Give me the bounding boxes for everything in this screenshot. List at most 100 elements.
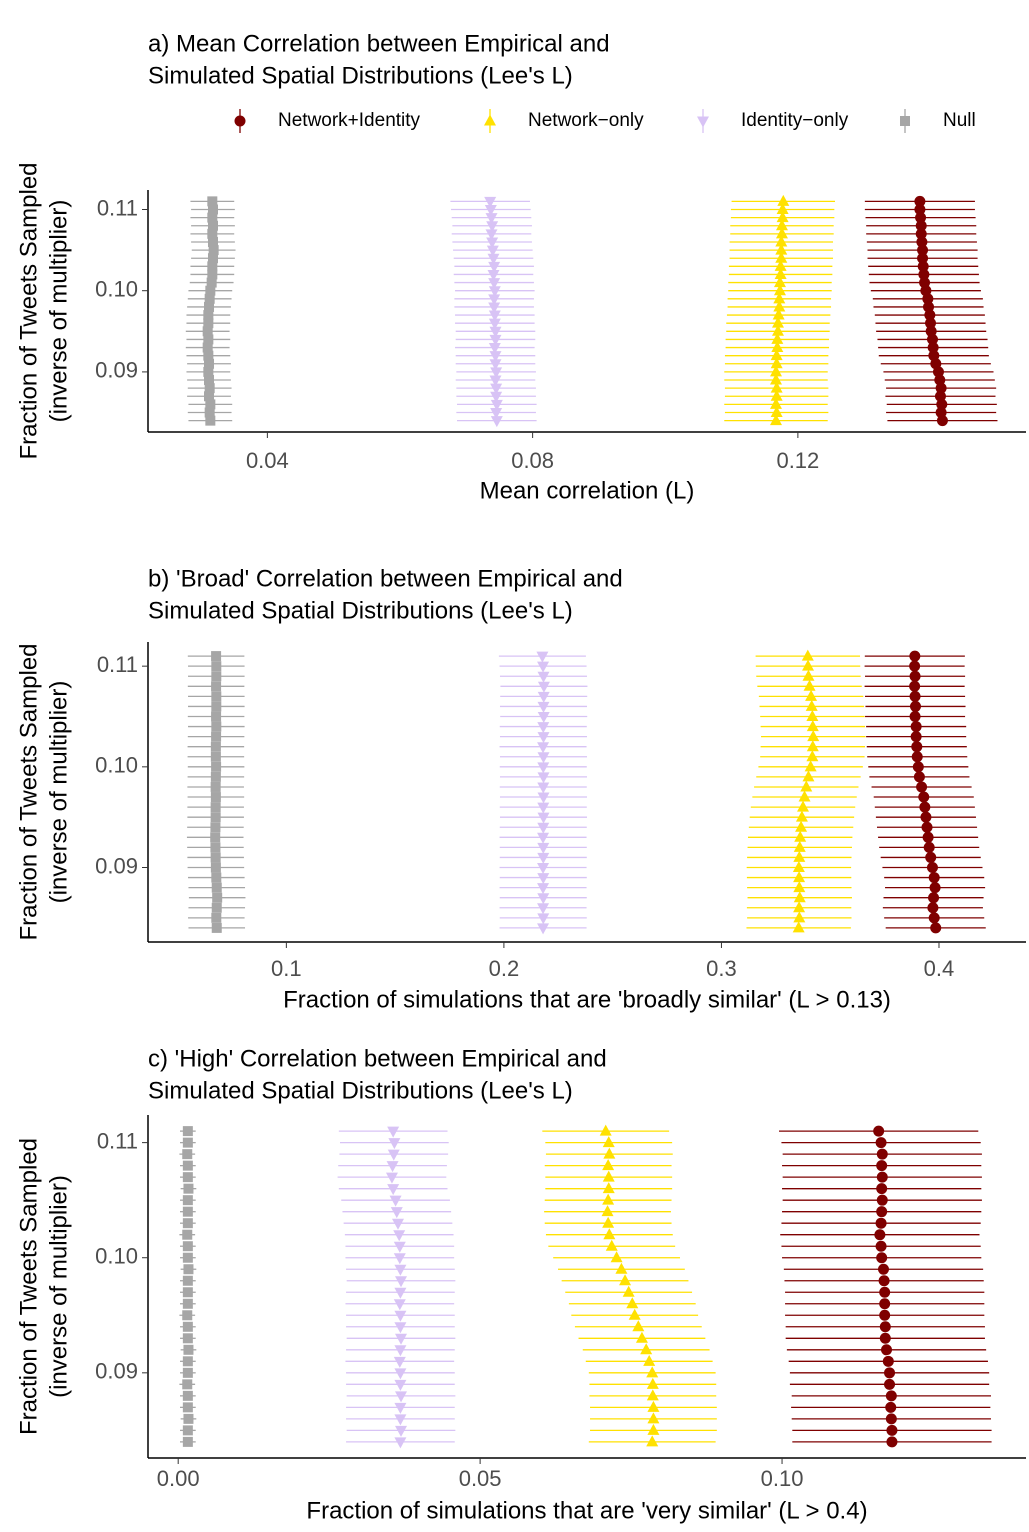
point [487,269,500,281]
point [386,1161,399,1173]
y-axis-title: Fraction of Tweets Sampled [15,1138,42,1435]
point [917,244,929,256]
point [488,343,501,355]
point [203,366,214,377]
point [917,260,929,272]
point [210,852,221,863]
point [602,1193,615,1205]
point [182,1367,193,1378]
x-tick-label: 0.12 [776,448,819,473]
x-tick-label: 0.4 [924,956,955,981]
point [632,1320,645,1332]
point [210,812,221,823]
point [484,196,497,208]
point [884,1367,896,1379]
point [183,1264,194,1275]
point [208,245,219,256]
point [647,1400,660,1412]
point [804,760,817,772]
point [602,1170,615,1182]
point [490,367,503,379]
point [923,841,935,853]
point [211,701,222,712]
point [206,277,217,288]
point [876,1252,888,1264]
point [911,741,923,753]
point [603,1228,616,1240]
point [489,326,502,338]
point [393,1253,406,1265]
point [537,822,550,834]
point [601,1205,614,1217]
point [793,901,806,913]
point [628,1308,641,1320]
legend-label: Network−only [528,110,644,131]
point [211,882,222,893]
point [489,375,502,387]
point [915,220,927,232]
point [204,301,215,312]
point [536,651,549,663]
point [395,1425,408,1437]
point [211,761,222,772]
point [207,253,218,264]
point [394,1414,407,1426]
point [182,1310,193,1321]
y-axis-title: (inverse of multiplier) [45,681,72,904]
point [204,358,215,369]
point [882,1355,894,1367]
y-tick-label: 0.11 [97,652,138,677]
point [207,196,218,207]
point [204,375,215,386]
point [800,780,813,792]
point [211,691,222,702]
point [934,390,946,402]
point [537,772,550,784]
point [182,1195,193,1206]
point [211,922,222,933]
point [537,842,550,854]
point [775,251,788,263]
point [881,1344,893,1356]
point [771,316,784,328]
y-axis-title: (inverse of multiplier) [45,200,72,423]
point [211,721,222,732]
point [488,318,501,330]
point [928,892,940,904]
point [537,852,550,864]
point [798,790,811,802]
point [537,691,550,703]
point [876,1171,888,1183]
point [797,800,810,812]
point [792,921,805,933]
point [879,1332,891,1344]
point [885,1390,897,1402]
y-tick-label: 0.09 [95,1359,138,1384]
point [793,881,806,893]
point [603,1147,616,1159]
point [773,300,786,312]
point [610,1251,623,1263]
point [803,679,816,691]
point [204,391,215,402]
point [182,1402,193,1413]
point [928,912,940,924]
point [646,1389,659,1401]
panel-title: c) 'High' Correlation between Empirical … [148,1045,607,1072]
point [207,212,218,223]
point [537,671,550,683]
point [599,1124,612,1136]
point [920,811,932,823]
point [913,771,925,783]
point [490,391,503,403]
point [393,1241,406,1253]
legend-label: Identity−only [741,110,849,131]
point [537,812,550,824]
point [388,1138,401,1150]
point [394,1437,407,1449]
point [210,842,221,853]
point [873,1125,885,1137]
point [930,922,942,934]
point [182,1206,193,1217]
point [775,227,788,239]
